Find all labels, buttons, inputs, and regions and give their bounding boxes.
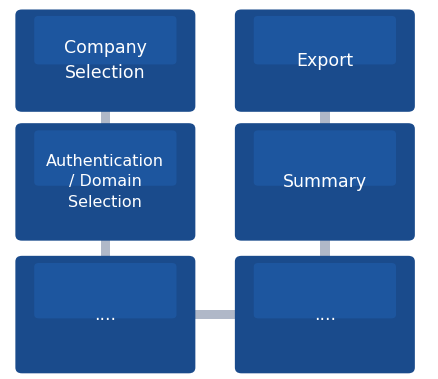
FancyBboxPatch shape bbox=[34, 130, 176, 186]
FancyBboxPatch shape bbox=[253, 263, 395, 318]
Text: Authentication
/ Domain
Selection: Authentication / Domain Selection bbox=[46, 154, 164, 210]
FancyBboxPatch shape bbox=[234, 256, 414, 373]
FancyBboxPatch shape bbox=[319, 235, 329, 262]
FancyBboxPatch shape bbox=[100, 235, 110, 262]
FancyBboxPatch shape bbox=[319, 106, 329, 129]
FancyBboxPatch shape bbox=[34, 263, 176, 318]
FancyBboxPatch shape bbox=[234, 123, 414, 241]
FancyBboxPatch shape bbox=[100, 106, 110, 129]
FancyBboxPatch shape bbox=[253, 130, 395, 186]
Text: Company
Selection: Company Selection bbox=[64, 39, 146, 82]
Text: ....: .... bbox=[313, 305, 335, 324]
FancyBboxPatch shape bbox=[34, 16, 176, 64]
FancyBboxPatch shape bbox=[15, 123, 195, 241]
FancyBboxPatch shape bbox=[253, 16, 395, 64]
FancyBboxPatch shape bbox=[234, 9, 414, 112]
Text: Export: Export bbox=[296, 52, 353, 70]
Text: ....: .... bbox=[94, 305, 116, 324]
Text: Summary: Summary bbox=[282, 173, 366, 191]
FancyBboxPatch shape bbox=[15, 9, 195, 112]
FancyBboxPatch shape bbox=[188, 310, 241, 319]
FancyBboxPatch shape bbox=[15, 256, 195, 373]
